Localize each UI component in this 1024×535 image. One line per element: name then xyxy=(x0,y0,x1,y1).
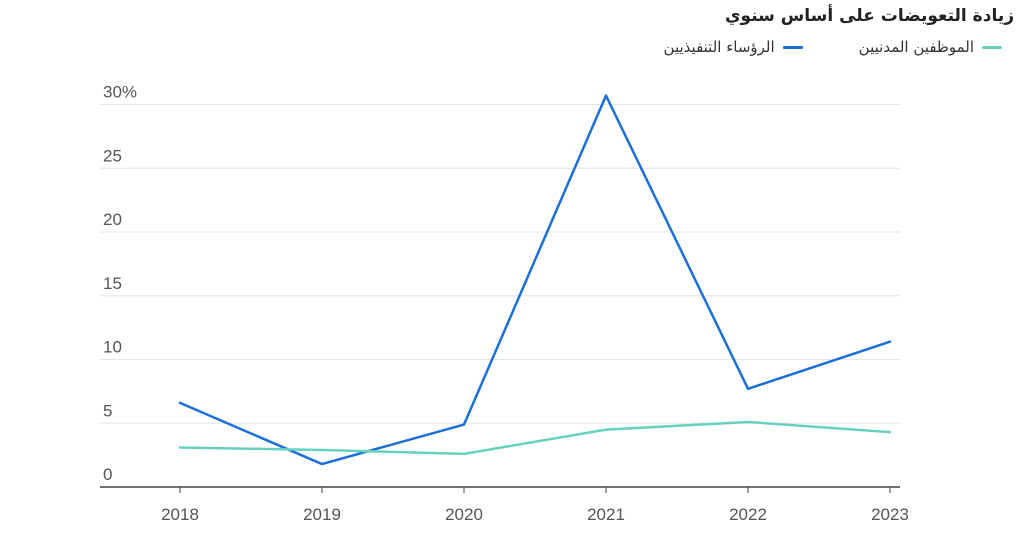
legend-swatch-civil-servants xyxy=(982,45,1002,49)
y-tick-label: 5 xyxy=(103,401,112,420)
series-line-civil-servants xyxy=(178,420,892,456)
grid-layer xyxy=(100,104,900,424)
x-tick-label: 2019 xyxy=(303,505,341,524)
legend-label-executives: الرؤساء التنفيذيين xyxy=(663,38,775,56)
y-tick-label: 15 xyxy=(103,274,122,293)
x-axis: 2018 2019 2020 2021 2022 2023 xyxy=(100,486,909,524)
y-tick-label: 30% xyxy=(103,83,137,102)
legend-label-civil-servants: الموظفين المدنيين xyxy=(858,38,974,56)
y-tick-label: 0 xyxy=(103,465,112,484)
legend: الموظفين المدنيين الرؤساء التنفيذيين xyxy=(664,38,1002,56)
legend-item-executives: الرؤساء التنفيذيين xyxy=(664,38,803,56)
x-tick-label: 2020 xyxy=(445,505,483,524)
y-tick-label: 20 xyxy=(103,210,122,229)
x-tick-label: 2018 xyxy=(161,505,199,524)
y-tick-label: 25 xyxy=(103,146,122,165)
series-line-executives xyxy=(178,94,892,466)
x-tick-label: 2023 xyxy=(871,505,909,524)
x-tick-label: 2022 xyxy=(729,505,767,524)
legend-item-civil-servants: الموظفين المدنيين xyxy=(859,38,1002,56)
x-tick-label: 2021 xyxy=(587,505,625,524)
legend-swatch-executives xyxy=(782,45,803,49)
chart-title: زيادة التعويضات على أساس سنوي xyxy=(724,6,1014,26)
y-axis: 0 5 10 15 20 25 30% xyxy=(103,83,137,485)
y-tick-label: 10 xyxy=(103,338,122,357)
series-layer xyxy=(178,94,892,466)
